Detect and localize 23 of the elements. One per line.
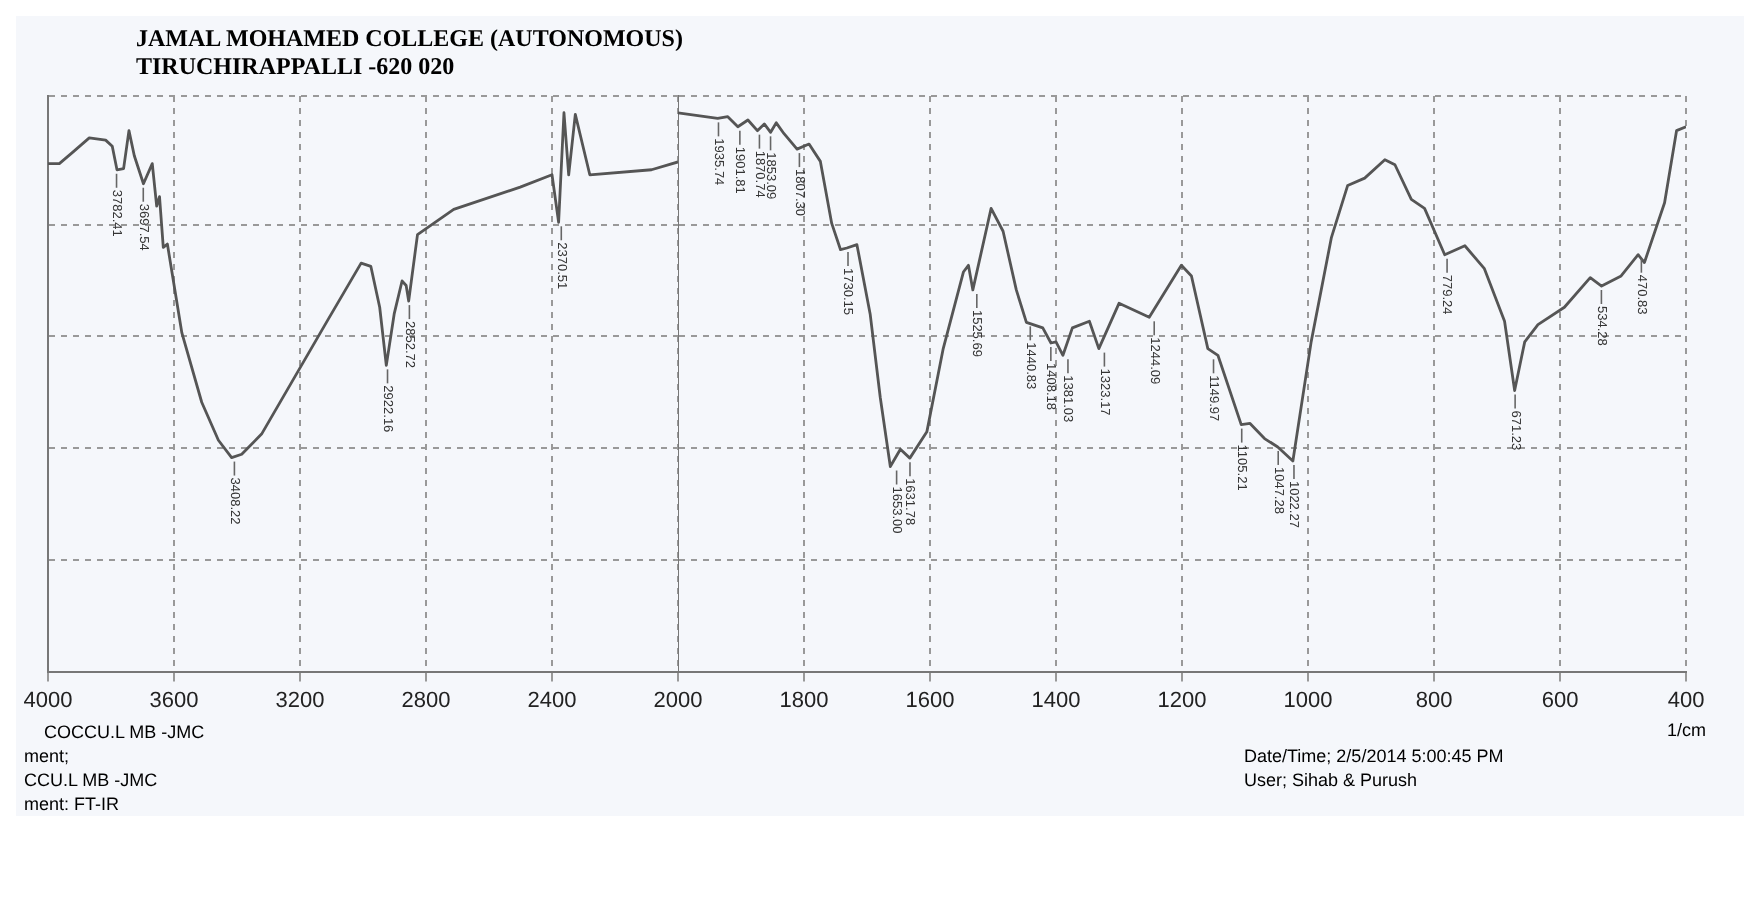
chart-subtitle: TIRUCHIRAPPALLI -620 020 — [136, 52, 457, 80]
x-tick-label: 1800 — [779, 688, 829, 713]
x-tick-label: 1000 — [1283, 688, 1333, 713]
x-tick-label: 4000 — [23, 688, 73, 713]
text: ment; — [24, 744, 72, 768]
x-tick-label: 600 — [1541, 688, 1579, 713]
x-tick-label: 400 — [1667, 688, 1705, 713]
x-tick-label: 2400 — [527, 688, 577, 713]
text: User; Sihab & Purush — [1244, 768, 1420, 792]
x-tick-label: 3200 — [275, 688, 325, 713]
x-axis-title: 1/cm — [1664, 720, 1708, 742]
x-tick-label: 1400 — [1031, 688, 1081, 713]
x-tick-label: 2000 — [653, 688, 703, 713]
x-tick-label: 2800 — [401, 688, 451, 713]
x-tick-label: 3600 — [149, 688, 199, 713]
chart-title: JAMAL MOHAMED COLLEGE (AUTONOMOUS) — [136, 24, 685, 52]
x-tick-label: 800 — [1415, 688, 1453, 713]
text: COCCU.L MB -JMC — [44, 722, 205, 742]
text: CCU.L MB -JMC — [24, 768, 160, 792]
x-tick-label: 1200 — [1157, 688, 1207, 713]
text: Date/Time; 2/5/2014 5:00:45 PM — [1244, 744, 1506, 768]
x-tick-label: 1600 — [905, 688, 955, 713]
text: ment: FT-IR — [24, 792, 122, 816]
